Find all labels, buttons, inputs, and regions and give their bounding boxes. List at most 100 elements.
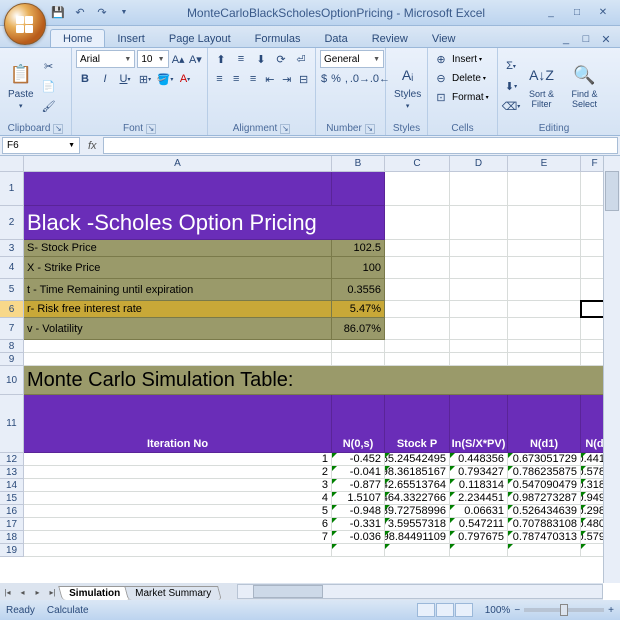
data-cell[interactable]: 0.707883108 [508, 518, 581, 531]
align-center-icon[interactable]: ≡ [229, 70, 244, 88]
cell[interactable] [508, 172, 581, 206]
redo-icon[interactable]: ↷ [94, 5, 110, 21]
data-cell[interactable]: 0.118314 [450, 479, 508, 492]
cell[interactable] [24, 172, 332, 206]
italic-icon[interactable]: I [96, 70, 114, 88]
orientation-icon[interactable]: ⟳ [272, 50, 290, 68]
tab-home[interactable]: Home [50, 29, 105, 47]
cell[interactable] [508, 240, 581, 257]
accounting-format-icon[interactable]: $ [320, 70, 328, 88]
sort-filter-button[interactable]: A↓ZSort & Filter [522, 61, 561, 111]
data-cell[interactable]: 42.65513764 [385, 479, 450, 492]
data-cell[interactable]: -0.948 [332, 505, 385, 518]
param-value[interactable]: 86.07% [332, 318, 385, 340]
number-format-combo[interactable]: General▼ [320, 50, 384, 68]
percent-format-icon[interactable]: % [330, 70, 342, 88]
align-left-icon[interactable]: ≡ [212, 70, 227, 88]
styles-button[interactable]: AᵢStyles▾ [390, 61, 425, 112]
normal-view-icon[interactable] [417, 603, 435, 617]
data-cell[interactable]: 98.36185167 [385, 466, 450, 479]
data-cell[interactable]: 6 [24, 518, 332, 531]
cell[interactable] [24, 340, 332, 353]
align-top-icon[interactable]: ⬆ [212, 50, 230, 68]
decrease-indent-icon[interactable]: ⇤ [262, 70, 277, 88]
param-value[interactable]: 5.47% [332, 301, 385, 318]
increase-indent-icon[interactable]: ⇥ [279, 70, 294, 88]
column-header[interactable]: N(0,s) [332, 395, 385, 453]
shrink-font-icon[interactable]: A▾ [188, 50, 203, 68]
row-header-4[interactable]: 4 [0, 257, 24, 279]
data-cell[interactable]: 4 [24, 492, 332, 505]
zoom-slider[interactable] [524, 608, 604, 612]
data-cell[interactable]: 1.5107 [332, 492, 385, 505]
row-header-18[interactable]: 18 [0, 531, 24, 544]
copy-icon[interactable]: 📄 [40, 77, 58, 95]
cell[interactable] [508, 340, 581, 353]
underline-icon[interactable]: U▾ [116, 70, 134, 88]
data-cell[interactable]: -0.041 [332, 466, 385, 479]
column-header[interactable]: N(d1) [508, 395, 581, 453]
column-header[interactable]: Iteration No [24, 395, 332, 453]
col-header-a[interactable]: A [24, 156, 332, 172]
cell[interactable] [508, 257, 581, 279]
data-cell[interactable]: -0.331 [332, 518, 385, 531]
data-cell[interactable]: 0.06631 [450, 505, 508, 518]
data-cell[interactable]: 0.547090479 [508, 479, 581, 492]
data-cell[interactable]: 2 [24, 466, 332, 479]
close-workbook-icon[interactable]: ✕ [598, 31, 614, 47]
insert-cells-button[interactable]: ⊕Insert▾ [432, 50, 493, 68]
grow-font-icon[interactable]: A▴ [171, 50, 186, 68]
row-header-8[interactable]: 8 [0, 340, 24, 353]
merge-icon[interactable]: ⊟ [296, 70, 311, 88]
cell[interactable] [508, 353, 581, 366]
cell[interactable] [508, 301, 581, 318]
row-header-19[interactable]: 19 [0, 544, 24, 557]
data-cell[interactable]: 98.84491109 [385, 531, 450, 544]
align-right-icon[interactable]: ≡ [246, 70, 261, 88]
data-cell[interactable]: 0.673051729 [508, 453, 581, 466]
row-header-6[interactable]: 6 [0, 301, 24, 318]
cell[interactable] [332, 544, 385, 557]
save-icon[interactable]: 💾 [50, 5, 66, 21]
tab-nav-prev-icon[interactable]: ◂ [15, 585, 30, 600]
row-header-11[interactable]: 11 [0, 395, 24, 453]
name-box[interactable]: F6▼ [2, 137, 80, 154]
tab-formulas[interactable]: Formulas [243, 30, 313, 47]
tab-nav-first-icon[interactable]: |◂ [0, 585, 15, 600]
sheet-tab-market-summary[interactable]: Market Summary [124, 586, 222, 600]
column-header[interactable]: Stock P [385, 395, 450, 453]
increase-decimal-icon[interactable]: .0→ [351, 70, 369, 88]
data-cell[interactable]: 0.547211 [450, 518, 508, 531]
fx-icon[interactable]: fx [82, 140, 103, 152]
cell[interactable] [450, 257, 508, 279]
param-value[interactable]: 102.5 [332, 240, 385, 257]
mc-title-cell[interactable]: Monte Carlo Simulation Table: [24, 366, 609, 395]
cell[interactable] [24, 353, 332, 366]
data-cell[interactable]: 0.793427 [450, 466, 508, 479]
title-cell[interactable]: Black -Scholes Option Pricing [24, 206, 385, 240]
font-dialog-icon[interactable]: ↘ [146, 124, 156, 134]
close-button[interactable]: ✕ [592, 6, 614, 20]
cell[interactable] [385, 240, 450, 257]
cell[interactable] [385, 318, 450, 340]
cell[interactable] [385, 172, 450, 206]
row-header-7[interactable]: 7 [0, 318, 24, 340]
cell[interactable] [450, 206, 508, 240]
format-painter-icon[interactable]: 🖌 [40, 97, 58, 115]
tab-data[interactable]: Data [312, 30, 359, 47]
font-name-combo[interactable]: Arial▼ [76, 50, 135, 68]
zoom-level[interactable]: 100% [485, 605, 511, 616]
cell[interactable] [450, 301, 508, 318]
param-label[interactable]: X - Strike Price [24, 257, 332, 279]
delete-cells-button[interactable]: ⊖Delete▾ [432, 69, 493, 87]
cell[interactable] [450, 340, 508, 353]
col-header-d[interactable]: D [450, 156, 508, 172]
fill-icon[interactable]: ⬇▾ [502, 77, 520, 95]
row-header-12[interactable]: 12 [0, 453, 24, 466]
cell[interactable] [450, 544, 508, 557]
cell[interactable] [332, 340, 385, 353]
cell[interactable] [508, 206, 581, 240]
office-button[interactable] [4, 3, 46, 45]
row-header-17[interactable]: 17 [0, 518, 24, 531]
tab-insert[interactable]: Insert [105, 30, 157, 47]
